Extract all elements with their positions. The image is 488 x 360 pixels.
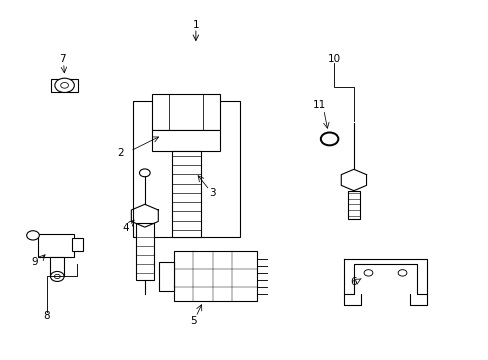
Bar — [38, 234, 74, 257]
Text: 5: 5 — [190, 316, 196, 326]
Text: 9: 9 — [31, 257, 38, 267]
Bar — [152, 94, 220, 130]
Text: 4: 4 — [122, 223, 128, 233]
Text: 8: 8 — [43, 311, 50, 321]
Text: 2: 2 — [117, 148, 123, 158]
Bar — [174, 251, 256, 301]
Circle shape — [364, 270, 372, 276]
Text: 10: 10 — [327, 54, 340, 64]
Circle shape — [139, 169, 150, 177]
Text: 3: 3 — [209, 188, 216, 198]
Text: 6: 6 — [350, 277, 356, 287]
Text: 7: 7 — [59, 54, 66, 64]
Circle shape — [397, 270, 406, 276]
Bar — [132, 102, 239, 237]
Bar — [50, 257, 64, 276]
Text: 1: 1 — [192, 19, 199, 30]
Circle shape — [55, 78, 74, 93]
Bar — [152, 130, 220, 152]
Circle shape — [320, 132, 338, 145]
Bar — [347, 191, 360, 219]
Circle shape — [50, 271, 64, 282]
Circle shape — [54, 274, 60, 279]
Bar — [171, 152, 201, 237]
Bar — [159, 262, 174, 291]
Bar — [51, 79, 78, 93]
Bar — [136, 223, 153, 280]
Bar — [72, 238, 82, 251]
Text: 11: 11 — [313, 100, 326, 110]
Circle shape — [61, 82, 68, 88]
Circle shape — [27, 231, 39, 240]
